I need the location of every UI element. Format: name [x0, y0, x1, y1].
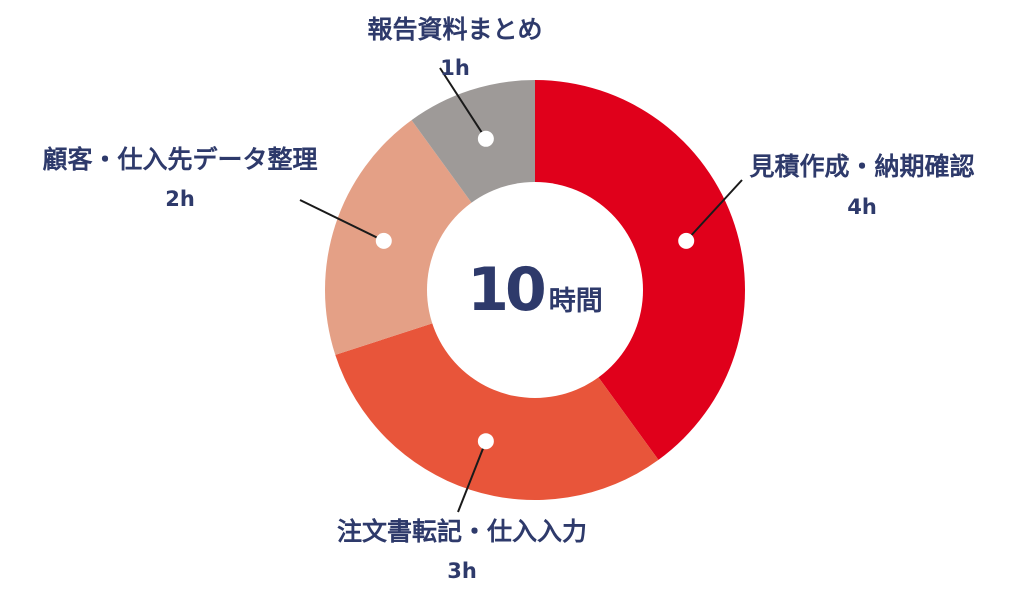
- center-total-value: 10: [467, 255, 544, 325]
- center-total-label: 10 時間: [467, 255, 603, 325]
- slice-2: [335, 290, 659, 500]
- slice-value-4: 1h: [440, 56, 470, 80]
- slice-label-1: 見積作成・納期確認: [749, 152, 974, 181]
- leader-line-2: [457, 440, 487, 513]
- center-total-unit: 時間: [549, 286, 603, 317]
- leader-line-1: [685, 179, 743, 242]
- donut-hole: [427, 182, 643, 398]
- slice-marker-2: [477, 433, 494, 450]
- slice-value-1: 4h: [847, 195, 877, 219]
- slice-label-4: 報告資料まとめ: [367, 15, 542, 44]
- slice-label-2: 注文書転記・仕入入力: [337, 517, 587, 546]
- slice-marker-1: [678, 232, 695, 249]
- slice-label-3: 顧客・仕入先データ整理: [42, 145, 317, 174]
- leader-line-4: [439, 67, 487, 140]
- slice-value-3: 2h: [165, 187, 195, 211]
- leader-line-3: [299, 199, 385, 242]
- slice-value-2: 3h: [447, 559, 477, 583]
- slice-marker-4: [477, 130, 494, 147]
- slice-marker-3: [375, 232, 392, 249]
- slice-labels: 見積作成・納期確認 4h 注文書転記・仕入入力 3h 顧客・仕入先データ整理 2h 報告資料…: [42, 15, 974, 583]
- leader-lines: [299, 67, 743, 513]
